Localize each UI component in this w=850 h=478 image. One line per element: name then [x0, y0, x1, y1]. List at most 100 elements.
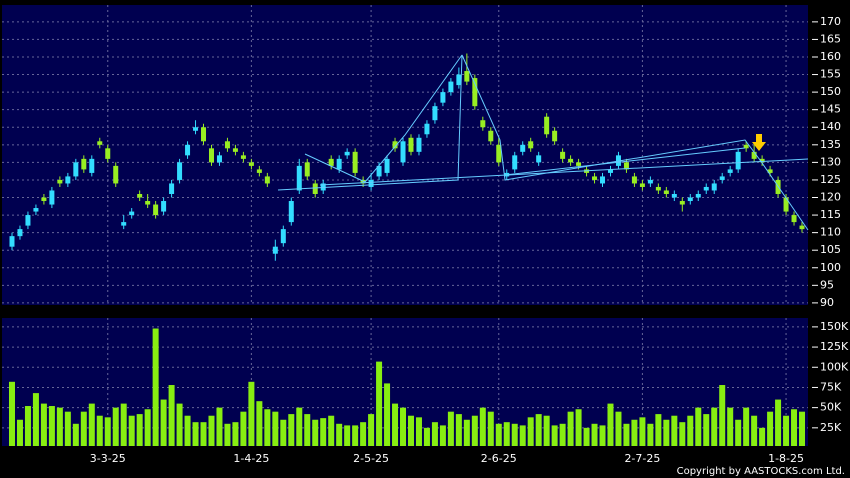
y-tick-label: 75K — [820, 380, 842, 393]
volume-bar — [192, 422, 199, 446]
volume-bar — [415, 417, 422, 446]
volume-bar — [671, 415, 678, 446]
y-tick-label: 125K — [820, 340, 849, 353]
candle-body — [408, 137, 414, 152]
candle-body — [464, 71, 470, 82]
volume-bar — [591, 423, 598, 446]
volume-bar — [360, 422, 367, 446]
volume-bar — [160, 399, 167, 446]
volume-bar — [583, 427, 590, 446]
candle-body — [216, 155, 222, 163]
volume-bar — [248, 381, 255, 446]
volume-bar — [8, 381, 15, 446]
volume-bar — [767, 411, 774, 446]
candle-body — [679, 201, 685, 205]
volume-bar — [56, 407, 63, 446]
candle-body — [392, 141, 398, 149]
volume-bar — [759, 427, 766, 446]
volume-bar — [304, 414, 311, 446]
y-tick-label: 155 — [820, 68, 841, 81]
candle-body — [65, 176, 71, 184]
candle-body — [129, 211, 135, 216]
candle-body — [57, 179, 63, 184]
candle-body — [560, 151, 566, 159]
y-tick-label: 130 — [820, 155, 841, 168]
volume-bar — [799, 411, 806, 446]
candle-body — [639, 183, 645, 187]
y-tick-label: 150 — [820, 85, 841, 98]
volume-bar — [423, 427, 430, 446]
candle-body — [727, 169, 733, 173]
candle-body — [448, 81, 454, 93]
y-tick-label: 120 — [820, 191, 841, 204]
volume-bar — [527, 417, 534, 446]
trend-line — [504, 147, 746, 176]
volume-bar — [376, 361, 383, 446]
volume-bar — [80, 411, 87, 446]
y-tick-label: 95 — [820, 278, 834, 291]
candle-body — [97, 141, 103, 145]
y-tick-label: 145 — [820, 103, 841, 116]
volume-bar — [431, 422, 438, 446]
volume-bar — [511, 423, 518, 446]
volume-bar — [655, 414, 662, 446]
x-tick-label: 1-4-25 — [233, 452, 269, 465]
candle-body — [360, 179, 366, 184]
volume-bar — [703, 414, 710, 446]
y-tick-label: 100K — [820, 360, 849, 373]
candle-body — [248, 162, 254, 166]
candle-body — [743, 144, 749, 149]
y-tick-label: 165 — [820, 32, 841, 45]
candle-body — [528, 141, 534, 149]
candle-body — [352, 151, 358, 173]
volume-bar — [679, 422, 686, 446]
candle-body — [193, 127, 199, 131]
volume-bar — [184, 415, 191, 446]
volume-bar — [455, 414, 462, 446]
candle-body — [25, 215, 31, 226]
candle-body — [296, 165, 302, 191]
y-tick-label: 115 — [820, 208, 841, 221]
volume-bar — [663, 419, 670, 446]
y-tick-label: 150K — [820, 320, 849, 333]
volume-bar — [328, 415, 335, 446]
candle-body — [432, 106, 438, 121]
y-tick-label: 135 — [820, 138, 841, 151]
volume-bar — [711, 407, 718, 446]
volume-bar — [479, 407, 486, 446]
candle-body — [783, 197, 789, 212]
candle-body — [759, 158, 765, 163]
volume-bar — [631, 419, 638, 446]
candle-body — [201, 127, 207, 142]
candle-body — [328, 158, 334, 166]
candle-body — [719, 176, 725, 180]
volume-bar — [24, 406, 31, 446]
volume-bar — [639, 417, 646, 446]
candle-body — [767, 169, 773, 173]
volume-bar — [471, 415, 478, 446]
candle-body — [145, 201, 151, 205]
x-tick-label: 2-5-25 — [353, 452, 389, 465]
volume-bar — [40, 403, 47, 446]
candle-body — [695, 193, 701, 198]
x-tick-label: 3-3-25 — [90, 452, 126, 465]
candle-body — [41, 197, 47, 202]
volume-bar — [240, 411, 247, 446]
y-tick-label: 50K — [820, 401, 842, 414]
candle-body — [81, 158, 87, 170]
candle-body — [416, 137, 422, 152]
candle-body — [113, 165, 119, 184]
volume-bar — [783, 415, 790, 446]
candle-body — [544, 116, 550, 135]
volume-bar — [288, 414, 295, 446]
candle-body — [9, 236, 15, 247]
volume-bar — [152, 328, 159, 446]
candle-body — [799, 225, 805, 230]
candle-body — [655, 186, 661, 191]
volume-bar — [336, 423, 343, 446]
marks — [8, 53, 806, 446]
volume-bar — [16, 419, 23, 446]
candle-body — [456, 74, 462, 86]
